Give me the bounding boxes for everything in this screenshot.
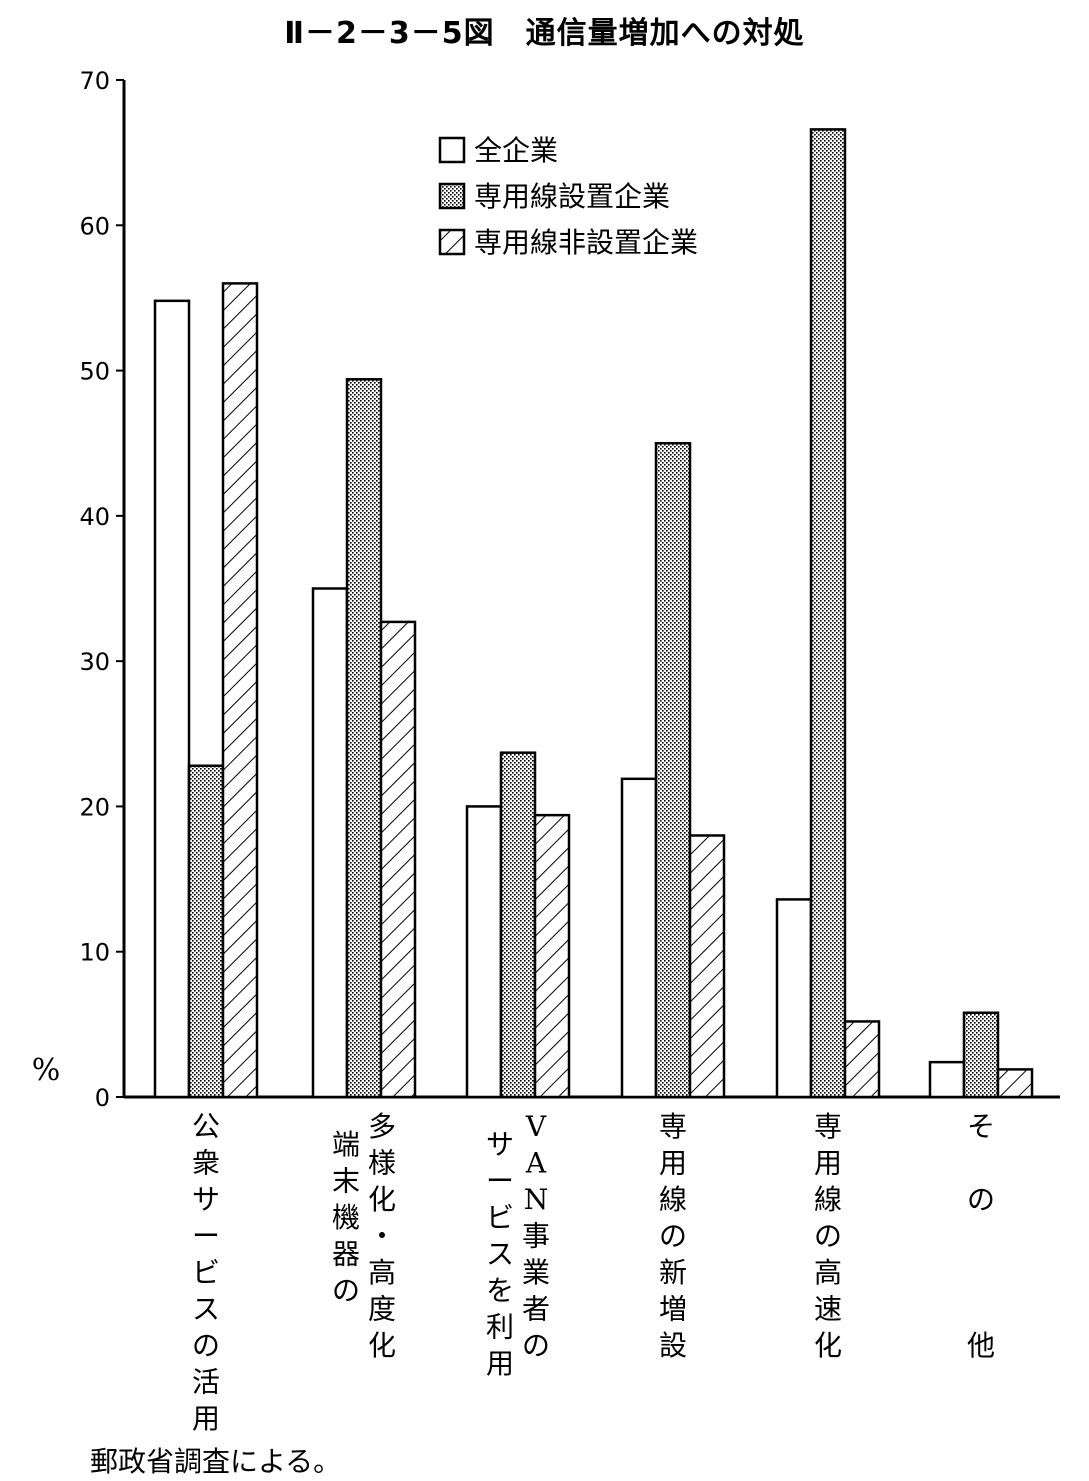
category-label-char: 端 [332,1128,360,1161]
axis-layer: 0 10 20 30 40 50 60 70% [32,67,1060,1112]
category-label-char: 化 [814,1329,842,1362]
chart-title: Ⅱ－2－3－5図 通信量増加への対処 [284,16,805,51]
category-label-char: ー [192,1220,220,1253]
y-tick-label: 30 [79,648,110,676]
bar [620,777,658,1099]
bar [465,805,503,1099]
bar [221,282,259,1099]
bar [843,1020,881,1099]
category-label-char: 高 [368,1256,396,1289]
category-label-char: 度 [368,1293,396,1326]
y-tick-label: 50 [79,358,110,386]
bar [809,128,847,1099]
category-label-char: そ [967,1110,995,1143]
legend-swatch [438,228,466,256]
bar [379,620,417,1099]
legend-swatch [438,136,466,164]
y-tick-label: 10 [79,939,110,967]
category-label-char: の [659,1220,687,1253]
y-tick-label: 40 [79,503,110,531]
bar [688,834,726,1099]
category-label-char: ・ [368,1220,396,1253]
category-label-char: 用 [486,1347,514,1380]
category-label-char: 専 [659,1110,687,1143]
category-label-char: の [814,1220,842,1253]
category-label-char: 増 [659,1293,687,1326]
category-label-char: 器 [332,1238,360,1271]
category-label-char: A [525,1147,547,1180]
category-label-char: 衆 [192,1147,220,1180]
bar [345,378,383,1099]
category-label-char: 活 [192,1366,220,1399]
legend-label: 専用線設置企業 [474,180,670,213]
category-label-char: の [522,1329,550,1362]
y-tick-label: 70 [79,67,110,95]
category-label-char: ス [486,1238,514,1271]
category-label-char: 事 [522,1220,550,1253]
category-label-char: 機 [332,1201,360,1234]
category-label-char: ス [192,1293,220,1326]
category-label-char: 設 [659,1329,687,1362]
category-label-char: の [967,1183,995,1216]
category-label-char: 用 [814,1147,842,1180]
source-note: 郵政省調査による。 [90,1445,342,1478]
legend-label: 専用線非設置企業 [474,226,698,259]
category-labels: 公衆サービスの活用多様化・高度化端末機器のVAN事業者のサービスを利用専用線の新… [192,1110,995,1435]
bars-layer [153,128,1034,1099]
category-label-char: ビ [192,1256,220,1289]
category-label-char: V [525,1110,547,1143]
bar [153,299,191,1099]
category-label-char: 公 [192,1110,220,1143]
category-label-char: ビ [486,1201,514,1234]
bar [928,1060,966,1099]
category-label-char: 化 [368,1329,396,1362]
category-label-char: を [486,1274,514,1307]
category-label-char: 多 [368,1110,396,1143]
category-label-char: 者 [522,1293,550,1326]
y-tick-label: 60 [79,212,110,240]
category-label-char: サ [192,1183,220,1216]
category-label-char: 線 [814,1183,842,1216]
bar [996,1068,1034,1099]
category-label-char: 利 [486,1311,514,1344]
category-label-char: 線 [659,1183,687,1216]
bar [962,1011,1000,1099]
category-label-char: 業 [522,1256,550,1289]
category-label-char: 化 [368,1183,396,1216]
legend-label: 全企業 [474,134,558,167]
category-label-char: 様 [368,1147,396,1180]
bar [311,587,349,1099]
y-axis-label: % [32,1053,61,1088]
y-tick-label: 0 [95,1084,110,1112]
y-tick-label: 20 [79,793,110,821]
category-label-char: 専 [814,1110,842,1143]
category-label-char: 新 [659,1256,687,1289]
category-label-char: 他 [967,1329,995,1362]
category-label-char: 用 [659,1147,687,1180]
bar [654,441,692,1099]
category-label-char: 高 [814,1256,842,1289]
bar [187,764,225,1099]
bar [533,813,571,1099]
bar [499,751,537,1099]
category-label-char: サ [486,1128,514,1161]
category-label-char: の [192,1329,220,1362]
category-label-char: ー [486,1165,514,1198]
legend-swatch [438,182,466,210]
bar [775,898,813,1099]
category-label-char: 速 [814,1293,842,1326]
category-label-char: N [524,1183,549,1216]
category-label-char: の [332,1274,360,1307]
category-label-char: 用 [192,1402,220,1435]
category-label-char: 末 [332,1165,360,1198]
